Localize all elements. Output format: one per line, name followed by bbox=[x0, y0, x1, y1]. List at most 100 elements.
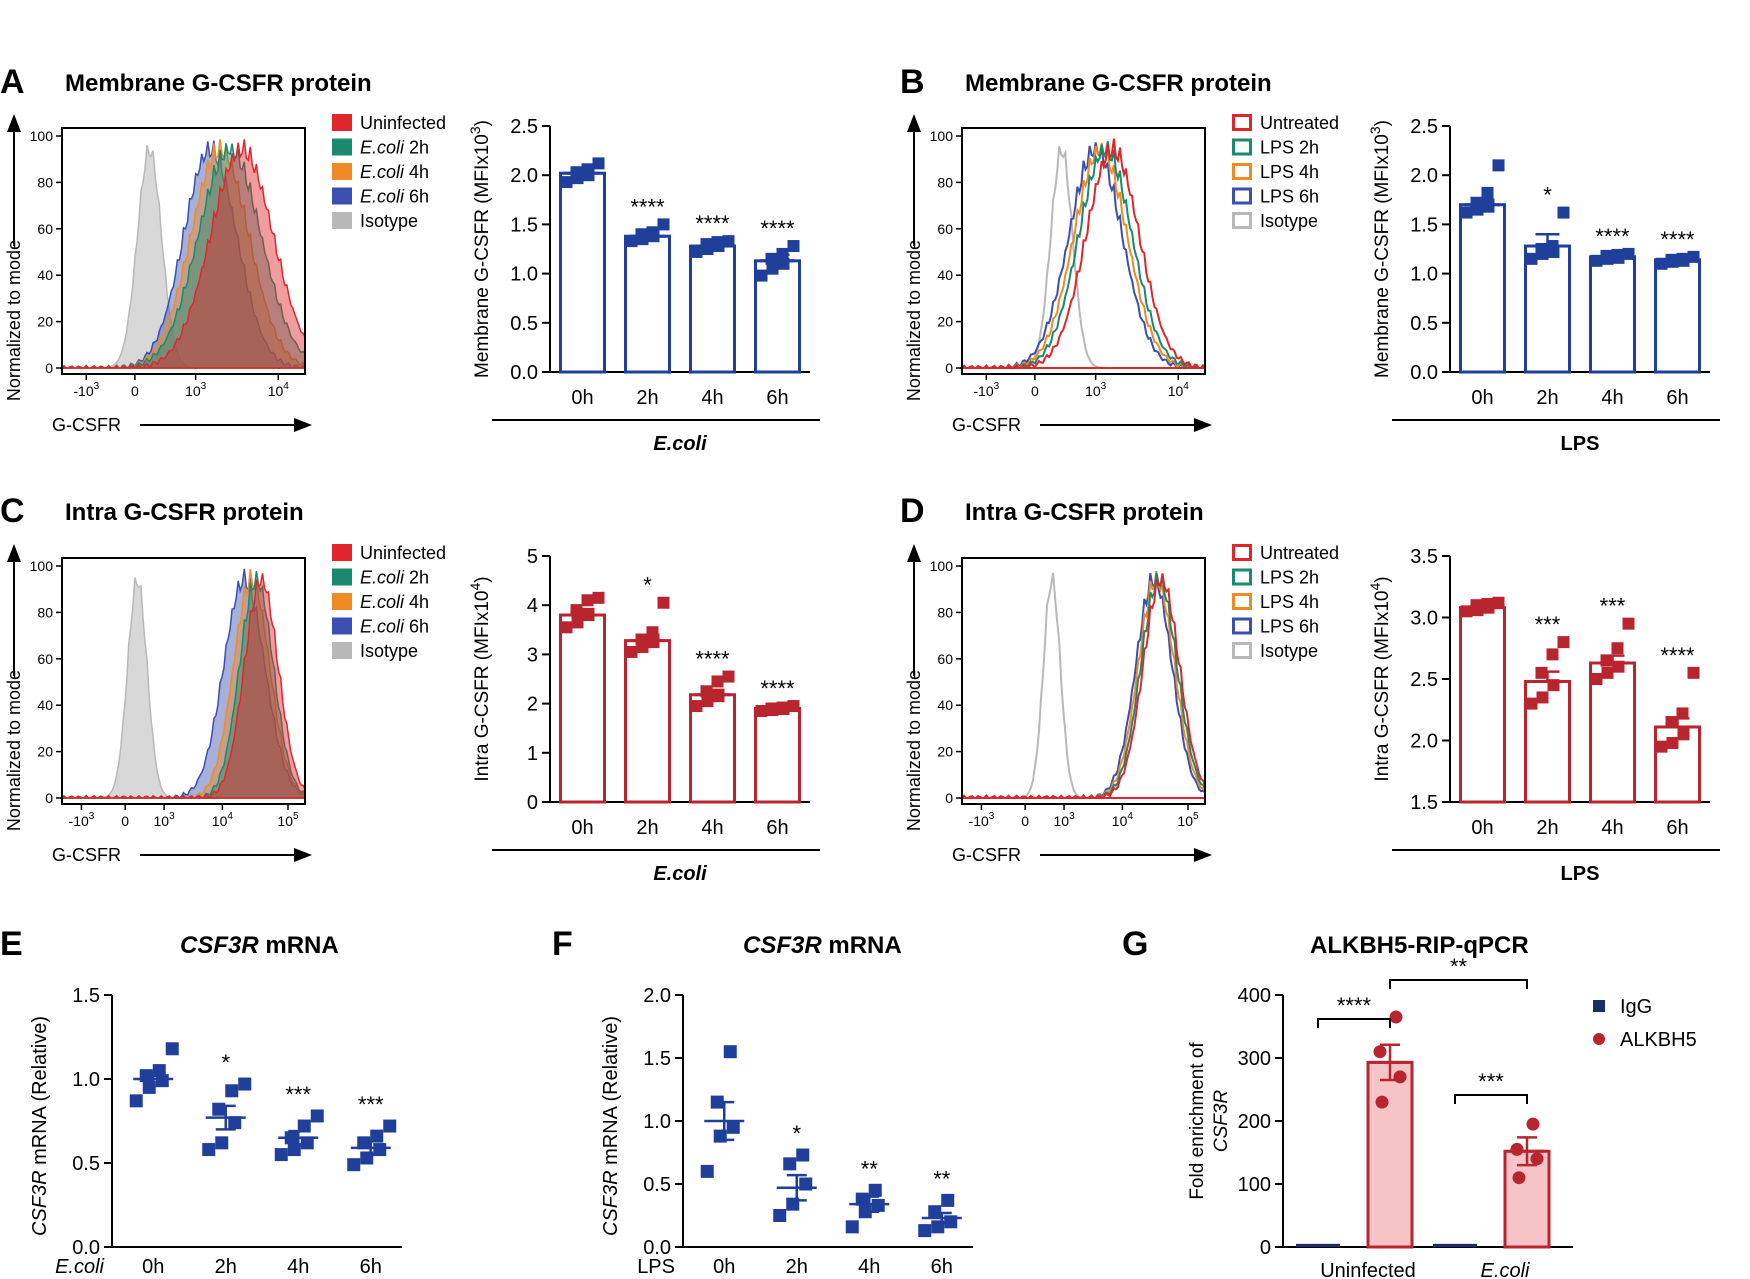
legend-swatch bbox=[1232, 544, 1252, 561]
sig-uninfected-bracket bbox=[1317, 1018, 1391, 1028]
data-point-4h bbox=[845, 1220, 859, 1234]
histogram-xtick-label: 104 bbox=[268, 381, 290, 399]
data-point-0h bbox=[152, 1064, 166, 1078]
data-point-6h bbox=[357, 1136, 371, 1150]
histogram-x-arrow-head bbox=[294, 418, 312, 432]
data-point-2h bbox=[1525, 697, 1538, 710]
histogram-ytick-label: 80 bbox=[37, 174, 53, 190]
histogram-xtick-label: 0 bbox=[131, 383, 139, 399]
legend-label: LPS 4h bbox=[1260, 592, 1319, 612]
bar-chart-b: 0.0 0.5 1.0 1.5 2.0 2.5 Membrane G-CSFR (MFIx1… bbox=[1367, 116, 1720, 455]
histogram-ylabel: Normalized to mode bbox=[904, 670, 924, 831]
data-point-6h bbox=[777, 257, 790, 270]
legend-swatch bbox=[1232, 617, 1252, 635]
data-point-E.coli bbox=[1530, 1152, 1544, 1166]
y-tick-label: 0.0 bbox=[1410, 362, 1438, 384]
histogram-xtick-label: -103 bbox=[969, 811, 995, 829]
data-point-0h bbox=[570, 604, 583, 617]
bar-4h bbox=[689, 244, 736, 374]
legend-label: Isotype bbox=[1260, 641, 1318, 661]
histogram-ytick-label: 80 bbox=[37, 604, 53, 620]
data-point-Uninfected bbox=[1373, 1045, 1387, 1059]
data-point-2h bbox=[1557, 636, 1570, 649]
histogram-xtick-label: 103 bbox=[153, 811, 175, 829]
x-tick-label-4h: 4h bbox=[1601, 387, 1623, 409]
legend-swatch bbox=[1232, 114, 1252, 131]
significance-6h: **** bbox=[760, 216, 795, 241]
histogram-curve-uninfected bbox=[60, 139, 306, 369]
x-tick-label-4h: 4h bbox=[287, 1256, 309, 1278]
histogram-xtick-label: 0 bbox=[1031, 383, 1039, 399]
significance-2h: * bbox=[1543, 183, 1552, 208]
group-label: E.coli bbox=[653, 863, 707, 885]
histogram-curve-uninfected bbox=[959, 138, 1206, 370]
histogram-xtick-label: 105 bbox=[277, 811, 299, 829]
y-tick-label: 0.0 bbox=[72, 1237, 100, 1259]
histogram-ytick-label: 40 bbox=[37, 697, 53, 713]
histogram-ytick-label: 80 bbox=[937, 174, 953, 190]
sig-ecoli-bracket bbox=[1454, 1094, 1528, 1104]
group-label: E.coli bbox=[653, 433, 707, 455]
histogram-xtick-label: -103 bbox=[73, 381, 99, 399]
xtick-exp: 3 bbox=[994, 381, 1000, 392]
data-point-Uninfected bbox=[1393, 1070, 1407, 1084]
group-label: E.coli bbox=[55, 1256, 104, 1278]
y-tick-label: 1.0 bbox=[72, 1069, 100, 1091]
data-point-E.coli bbox=[1526, 1117, 1540, 1131]
y-tick-label: 1.0 bbox=[1410, 264, 1438, 286]
xtick-base: 10 bbox=[212, 813, 228, 829]
legend-swatch bbox=[1232, 593, 1252, 610]
data-point-2h bbox=[773, 1209, 787, 1222]
x-tick-label-4h: 4h bbox=[701, 817, 723, 839]
bar-igg-Uninfected bbox=[1296, 1243, 1340, 1247]
data-point-4h bbox=[300, 1136, 314, 1150]
data-point-0h bbox=[570, 166, 583, 179]
xtick-base: 10 bbox=[1112, 813, 1128, 829]
bar-4h bbox=[1589, 255, 1636, 374]
histogram-ytick-label: 0 bbox=[45, 360, 53, 376]
data-point-6h bbox=[787, 240, 800, 253]
significance-6h: **** bbox=[1660, 643, 1695, 668]
xtick-base: 10 bbox=[268, 383, 284, 399]
histogram-x-arrow-head bbox=[1194, 848, 1212, 862]
data-point-E.coli bbox=[1510, 1142, 1524, 1156]
ylabel-base: Membrane G-CSFR (MFIx10 bbox=[472, 134, 493, 378]
y-tick-label: 1.5 bbox=[1410, 792, 1438, 814]
xtick-base: 0 bbox=[1031, 383, 1039, 399]
data-point-4h bbox=[1611, 248, 1624, 261]
significance-6h: **** bbox=[760, 676, 795, 701]
legend-italic: E.coli bbox=[360, 592, 405, 612]
data-point-4h bbox=[701, 695, 714, 708]
legend-label: Uninfected bbox=[360, 113, 446, 133]
histogram-ytick-label: 60 bbox=[37, 221, 53, 237]
histogram-xtick-label: -103 bbox=[69, 811, 95, 829]
data-point-6h bbox=[1666, 736, 1679, 749]
data-point-2h bbox=[1535, 243, 1548, 255]
bar-chart-g: 0 100 200 300 400 Fold enrichment of CSF3R Unin… bbox=[1187, 954, 1697, 1279]
data-point-4h bbox=[700, 238, 713, 251]
data-point-Uninfected bbox=[1389, 1010, 1403, 1024]
panel-letter-c: C bbox=[0, 492, 25, 530]
xtick-exp: 3 bbox=[169, 811, 175, 822]
data-point-4h bbox=[690, 700, 703, 713]
y-tick-label: 200 bbox=[1238, 1111, 1271, 1133]
x-tick-label-0h: 0h bbox=[142, 1256, 164, 1278]
legend-swatch bbox=[1232, 642, 1252, 659]
y-tick-label: 2 bbox=[527, 694, 538, 716]
histogram-xtick-label: 103 bbox=[1085, 381, 1107, 399]
x-tick-label-4h: 4h bbox=[701, 387, 723, 409]
bar-2h bbox=[624, 234, 671, 374]
y-tick-label: 300 bbox=[1238, 1048, 1271, 1070]
data-point-2h bbox=[228, 1116, 242, 1130]
histogram-xtick-label: 104 bbox=[212, 811, 234, 829]
y-tick-label: 1.0 bbox=[510, 264, 538, 286]
significance-6h: **** bbox=[1660, 227, 1695, 252]
y-tick-label: 2.5 bbox=[1410, 669, 1438, 691]
histogram-ytick-label: 0 bbox=[45, 790, 53, 806]
data-point-Uninfected bbox=[1375, 1095, 1389, 1109]
data-point-4h bbox=[1622, 247, 1635, 260]
x-tick-label-6h: 6h bbox=[766, 387, 788, 409]
